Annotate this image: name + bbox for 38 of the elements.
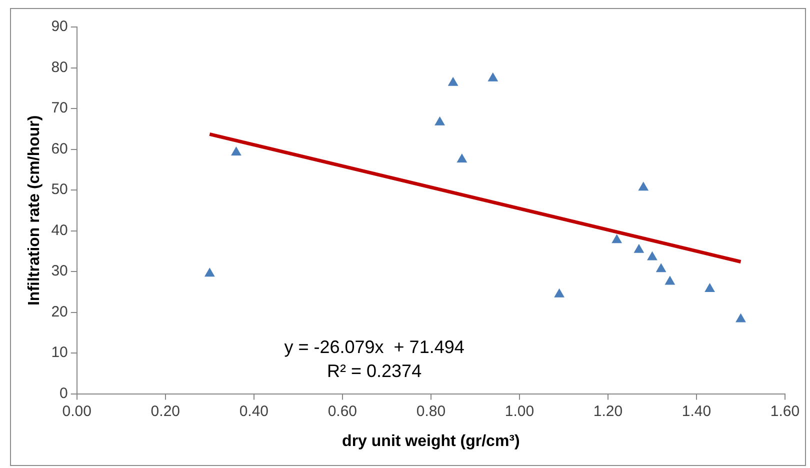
y-tick-label: 70 <box>51 100 68 117</box>
y-tick-label: 20 <box>51 303 68 320</box>
x-tick-label: 1.40 <box>682 402 712 420</box>
y-tick-label: 30 <box>51 262 68 280</box>
x-tick-label: 0.40 <box>239 402 269 420</box>
point <box>638 182 649 191</box>
annotation: y = -26.079x + 71.494 <box>284 336 464 357</box>
annotation: R² = 0.2374 <box>327 360 422 381</box>
point <box>434 116 445 126</box>
x-tick-label: 0.60 <box>328 402 358 420</box>
x-axis-title: dry unit weight (gr/cm³) <box>342 432 520 450</box>
y-tick-label: 0 <box>60 384 68 402</box>
y-tick-label: 10 <box>51 344 68 362</box>
point <box>448 76 458 86</box>
point <box>456 153 468 162</box>
point <box>488 72 498 82</box>
x-tick-label: 1.00 <box>504 402 534 420</box>
point <box>554 288 564 298</box>
x-tick-label: 1.60 <box>770 402 800 420</box>
y-tick-label: 90 <box>51 18 68 36</box>
x-tick-label: 0.20 <box>150 402 180 420</box>
point <box>656 263 666 272</box>
point <box>634 244 644 253</box>
x-tick-label: 0.00 <box>62 402 92 420</box>
y-tick-label: 60 <box>51 140 68 158</box>
point <box>204 268 215 277</box>
y-axis-title: Infiltration rate (cm/hour) <box>26 115 44 306</box>
point <box>736 313 746 322</box>
point <box>612 234 622 244</box>
point <box>664 276 676 285</box>
point <box>704 283 715 292</box>
point <box>647 251 658 260</box>
point <box>231 146 242 156</box>
y-tick-label: 40 <box>51 222 68 239</box>
y-tick-label: 50 <box>51 181 68 198</box>
x-tick-label: 1.20 <box>593 402 623 420</box>
x-tick-label: 0.80 <box>416 402 446 420</box>
y-tick-label: 80 <box>51 58 68 76</box>
